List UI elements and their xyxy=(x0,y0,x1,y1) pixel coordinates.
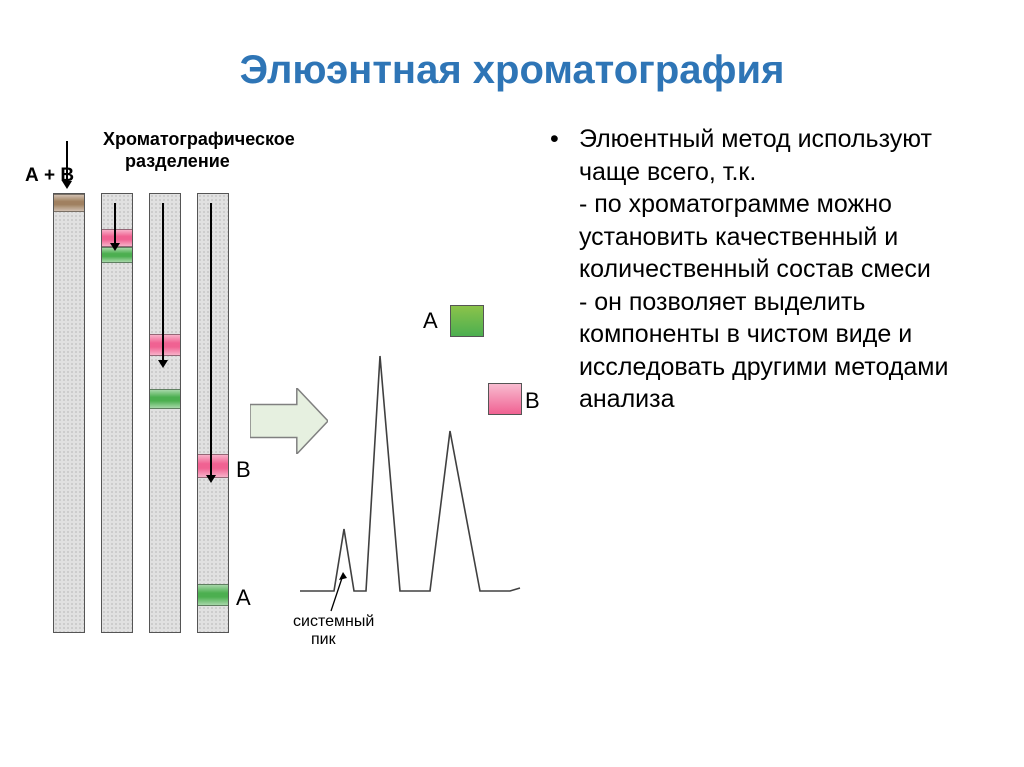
body-text: Элюентный метод используют чаще всего, т… xyxy=(579,123,988,416)
body-p1: - по хроматограмме можно установить каче… xyxy=(579,190,931,283)
diagram: А + В Хроматографическое разделение A B … xyxy=(25,123,530,643)
text-block: • Элюентный метод используют чаще всего,… xyxy=(530,123,989,643)
content-row: А + В Хроматографическое разделение A B … xyxy=(0,123,1024,643)
page-title: Элюэнтная хроматография xyxy=(0,0,1024,123)
body-lead: Элюентный метод используют чаще всего, т… xyxy=(579,125,932,186)
system-peak-arrow-icon xyxy=(25,123,530,643)
bullet-icon: • xyxy=(550,123,572,156)
body-p2: - он позволяет выделить компоненты в чис… xyxy=(579,288,949,414)
